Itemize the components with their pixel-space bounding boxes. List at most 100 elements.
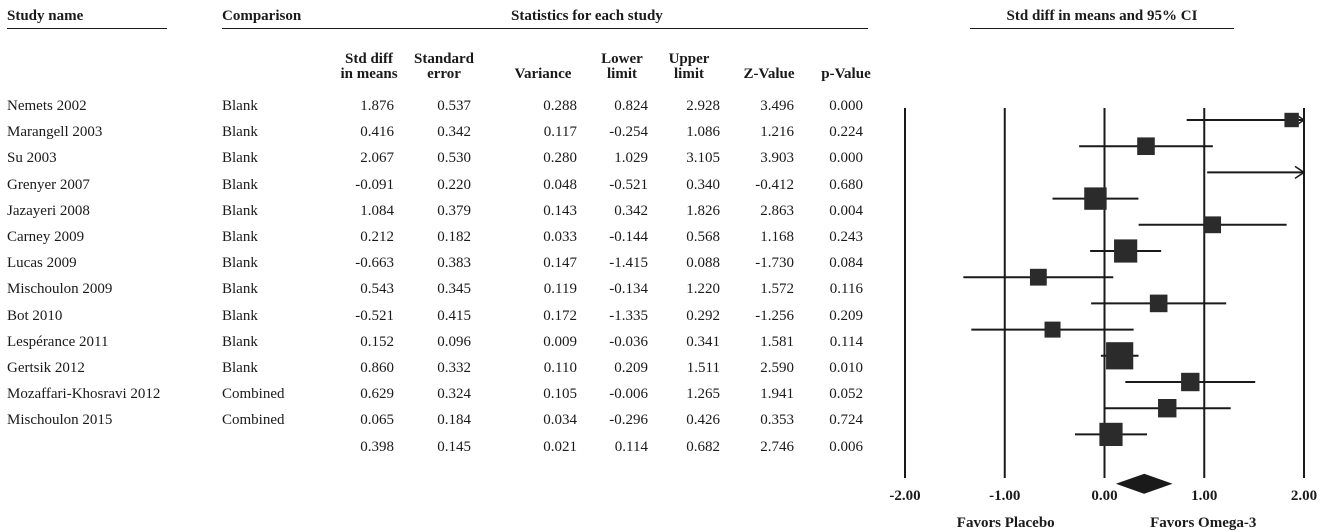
cell-lower: -0.254 <box>609 124 648 141</box>
header-plot: Std diff in means and 95% CI <box>970 8 1234 29</box>
cell-p: 0.084 <box>829 255 863 272</box>
column-header-lower-line1: Lower <box>601 51 643 67</box>
study-name: Grenyer 2007 <box>7 176 90 193</box>
cell-lower: 0.209 <box>614 360 648 376</box>
study-name: Mischoulon 2009 <box>7 281 113 298</box>
header-comparison: Comparison <box>222 8 868 29</box>
cell-p: 0.116 <box>829 281 863 298</box>
cell-z: 2.590 <box>760 360 794 376</box>
cell-lower: 0.824 <box>614 98 648 114</box>
cell-smd: 0.065 <box>360 412 394 429</box>
cell-z: 1.572 <box>760 281 794 298</box>
cell-p: 0.000 <box>829 98 863 114</box>
cell-upper: 0.568 <box>686 229 720 245</box>
cell-upper: 0.426 <box>686 412 720 429</box>
cell-se: 0.383 <box>437 255 471 272</box>
summary-cell-p: 0.006 <box>829 438 863 455</box>
header-comparison-text: Comparison <box>222 8 302 24</box>
comparison-value: Combined <box>222 412 285 429</box>
cell-p: 0.243 <box>829 229 863 245</box>
summary-cell-z: 2.746 <box>760 438 794 455</box>
cell-z: 2.863 <box>760 202 794 219</box>
cell-var: 0.009 <box>543 333 577 350</box>
column-header-z-line2: Z-Value <box>743 66 795 82</box>
study-name: Mischoulon 2015 <box>7 412 113 429</box>
x-tick-label: -1.00 <box>989 488 1020 504</box>
cell-lower: -0.036 <box>609 333 648 350</box>
cell-se: 0.332 <box>437 360 471 376</box>
cell-p: 0.209 <box>829 307 863 324</box>
cell-var: 0.172 <box>543 307 577 324</box>
cell-z: 0.353 <box>760 412 794 429</box>
point-estimate-square <box>1204 216 1222 234</box>
cell-var: 0.119 <box>543 281 577 298</box>
cell-smd: 0.543 <box>360 281 394 298</box>
cell-var: 0.117 <box>543 124 577 141</box>
comparison-value: Combined <box>222 386 285 403</box>
ci-arrow <box>1294 165 1306 180</box>
x-tick-label: -2.00 <box>889 488 920 504</box>
point-estimate-square <box>1114 239 1138 263</box>
cell-lower: -0.006 <box>609 386 648 403</box>
cell-smd: -0.521 <box>355 307 394 324</box>
study-name: Nemets 2002 <box>7 98 87 114</box>
cell-smd: -0.663 <box>355 255 394 272</box>
cell-lower: 0.342 <box>614 202 648 219</box>
point-estimate-square <box>1106 342 1134 370</box>
cell-var: 0.033 <box>543 229 577 245</box>
cell-upper: 3.105 <box>686 150 720 167</box>
cell-smd: 1.084 <box>360 202 394 219</box>
study-name: Bot 2010 <box>7 307 63 324</box>
cell-upper: 1.826 <box>686 202 720 219</box>
cell-lower: -0.144 <box>609 229 648 245</box>
cell-upper: 1.086 <box>686 124 720 141</box>
cell-var: 0.034 <box>543 412 577 429</box>
column-header-p-line2: p-Value <box>821 66 871 82</box>
cell-lower: -1.335 <box>609 307 648 324</box>
header-statistics: Statistics for each study <box>511 8 663 24</box>
cell-smd: 0.416 <box>360 124 394 141</box>
column-header-smd-line2: in means <box>340 66 398 82</box>
cell-se: 0.220 <box>437 176 471 193</box>
point-estimate-square <box>1158 399 1177 418</box>
summary-cell-upper: 0.682 <box>686 438 720 455</box>
column-header-lower-line2: limit <box>607 66 637 82</box>
cell-se: 0.415 <box>437 307 471 324</box>
point-estimate-square <box>1181 372 1200 392</box>
study-name: Mozaffari-Khosravi 2012 <box>7 386 161 403</box>
cell-se: 0.182 <box>437 229 471 245</box>
cell-se: 0.537 <box>437 98 471 114</box>
point-estimate-square <box>1284 112 1299 128</box>
cell-z: -0.412 <box>755 176 794 193</box>
cell-se: 0.345 <box>437 281 471 298</box>
point-estimate-square <box>1137 137 1155 155</box>
study-name: Su 2003 <box>7 150 57 167</box>
comparison-value: Blank <box>222 202 258 219</box>
favors-placebo-label: Favors Placebo <box>957 515 1055 531</box>
x-tick-label: 2.00 <box>1291 488 1317 504</box>
cell-lower: -0.521 <box>609 176 648 193</box>
comparison-value: Blank <box>222 229 258 245</box>
cell-z: 3.903 <box>760 150 794 167</box>
cell-smd: 2.067 <box>360 150 394 167</box>
cell-smd: 1.876 <box>360 98 394 114</box>
cell-var: 0.288 <box>543 98 577 114</box>
cell-p: 0.724 <box>829 412 863 429</box>
comparison-value: Blank <box>222 124 258 141</box>
header-plot-text: Std diff in means and 95% CI <box>1006 8 1198 24</box>
favors-omega3-label: Favors Omega-3 <box>1150 515 1256 531</box>
cell-var: 0.280 <box>543 150 577 167</box>
summary-cell-se: 0.145 <box>437 438 471 455</box>
column-header-se-line2: error <box>427 66 461 82</box>
point-estimate-square <box>1149 294 1168 313</box>
study-name: Gertsik 2012 <box>7 360 85 376</box>
comparison-value: Blank <box>222 360 258 376</box>
summary-cell-smd: 0.398 <box>360 438 394 455</box>
cell-se: 0.342 <box>437 124 471 141</box>
summary-cell-var: 0.021 <box>543 438 577 455</box>
x-tick-label: 1.00 <box>1191 488 1217 504</box>
point-estimate-square <box>1084 187 1107 210</box>
cell-smd: 0.212 <box>360 229 394 245</box>
cell-p: 0.052 <box>829 386 863 403</box>
comparison-value: Blank <box>222 281 258 298</box>
